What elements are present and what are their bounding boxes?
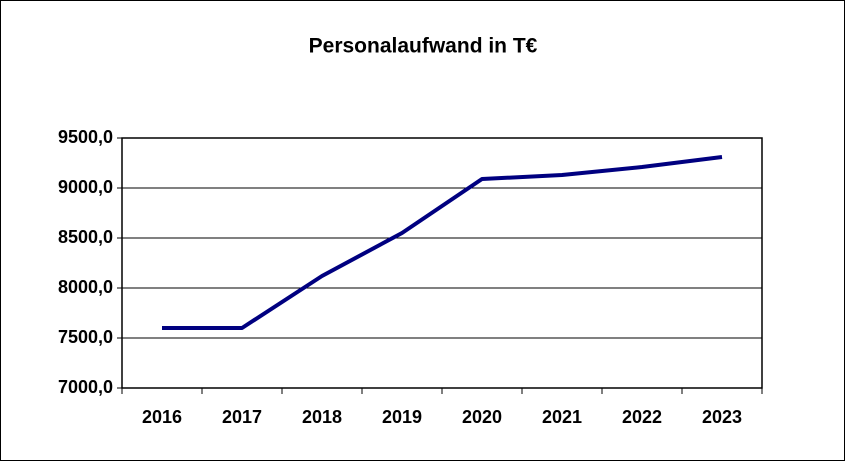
x-tick-label: 2017 [222, 407, 262, 427]
x-tick-label: 2016 [142, 407, 182, 427]
x-tick-label: 2020 [462, 407, 502, 427]
x-tick-label: 2018 [302, 407, 342, 427]
y-tick-label: 9000,0 [58, 177, 113, 197]
y-tick-label: 8000,0 [58, 277, 113, 297]
y-tick-label: 9500,0 [58, 127, 113, 147]
y-tick-label: 7000,0 [58, 377, 113, 397]
x-tick-label: 2021 [542, 407, 582, 427]
x-tick-label: 2022 [622, 407, 662, 427]
y-tick-label: 7500,0 [58, 327, 113, 347]
chart-title: Personalaufwand in T€ [309, 35, 538, 58]
x-tick-label: 2023 [702, 407, 742, 427]
data-line [162, 155, 723, 330]
x-tick-label: 2019 [382, 407, 422, 427]
y-tick-label: 8500,0 [58, 227, 113, 247]
